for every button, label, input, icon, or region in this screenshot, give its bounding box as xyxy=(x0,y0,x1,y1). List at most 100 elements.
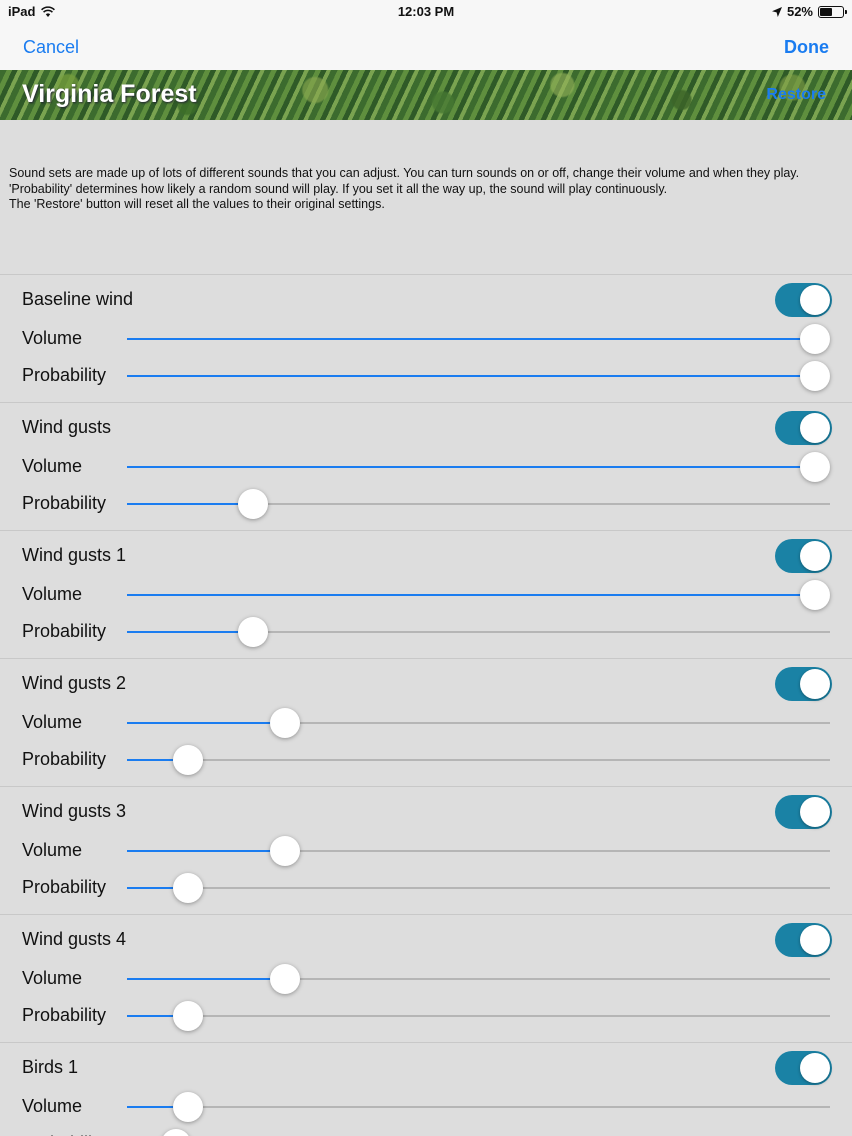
slider-track xyxy=(127,978,830,980)
toggle-knob xyxy=(800,1053,830,1083)
slider-fill xyxy=(127,338,815,340)
sound-name: Wind gusts 1 xyxy=(22,545,127,565)
status-time: 12:03 PM xyxy=(397,4,455,19)
slider-fill xyxy=(127,850,285,852)
location-arrow-icon xyxy=(771,6,782,17)
done-button[interactable]: Done xyxy=(784,37,829,57)
sound-toggle[interactable] xyxy=(775,411,832,445)
sound-item: Wind gusts Volume Probability xyxy=(0,402,852,530)
description-text: Sound sets are made up of lots of differ… xyxy=(9,166,829,213)
slider-thumb[interactable] xyxy=(800,324,830,354)
sound-set-title: Virginia Forest xyxy=(22,80,197,108)
slider-track xyxy=(127,850,830,852)
sound-toggle[interactable] xyxy=(775,667,832,701)
probability-label: Probability xyxy=(22,749,107,769)
slider-fill xyxy=(127,978,285,980)
sound-set-banner: Virginia Forest Restore xyxy=(0,70,852,120)
slider-fill xyxy=(127,503,254,505)
toggle-knob xyxy=(800,413,830,443)
volume-label: Volume xyxy=(22,712,83,732)
slider-track xyxy=(127,503,830,505)
status-right: 52% xyxy=(771,4,847,19)
volume-label: Volume xyxy=(22,456,83,476)
slider-track xyxy=(127,887,830,889)
status-bar: iPad 12:03 PM 52% xyxy=(0,0,852,24)
probability-label: Probability xyxy=(22,1005,107,1025)
sound-toggle[interactable] xyxy=(775,283,832,317)
sound-name: Wind gusts 2 xyxy=(22,673,127,693)
sound-item: Baseline wind Volume Probability xyxy=(0,274,852,402)
description-line: The 'Restore' button will reset all the … xyxy=(9,197,385,211)
toggle-knob xyxy=(800,541,830,571)
volume-slider[interactable] xyxy=(127,1092,830,1122)
description-line: Sound sets are made up of lots of differ… xyxy=(9,166,800,180)
toggle-knob xyxy=(800,797,830,827)
slider-fill xyxy=(127,887,188,889)
slider-thumb[interactable] xyxy=(238,489,269,519)
slider-fill xyxy=(127,1106,188,1108)
toggle-knob xyxy=(800,285,830,315)
slider-fill xyxy=(127,375,815,377)
sound-name: Baseline wind xyxy=(22,289,134,309)
slider-thumb[interactable] xyxy=(172,1092,203,1122)
volume-slider[interactable] xyxy=(127,452,830,482)
sound-name: Wind gusts xyxy=(22,417,112,437)
sound-name: Wind gusts 3 xyxy=(22,801,127,821)
probability-label: Probability xyxy=(22,365,107,385)
sound-item: Wind gusts 2 Volume Probability xyxy=(0,658,852,786)
sound-name: Birds 1 xyxy=(22,1057,79,1077)
volume-slider[interactable] xyxy=(127,580,830,610)
volume-slider[interactable] xyxy=(127,836,830,866)
probability-slider[interactable] xyxy=(127,873,830,903)
slider-fill xyxy=(127,1015,188,1017)
restore-button[interactable]: Restore xyxy=(766,86,826,103)
status-left: iPad xyxy=(8,4,56,19)
slider-thumb[interactable] xyxy=(172,1001,203,1031)
probability-slider[interactable] xyxy=(127,1129,830,1136)
sound-toggle[interactable] xyxy=(775,539,832,573)
slider-thumb[interactable] xyxy=(800,361,830,391)
battery-percent: 52% xyxy=(786,4,813,19)
slider-thumb[interactable] xyxy=(238,617,269,647)
sound-item: Wind gusts 4 Volume Probability xyxy=(0,914,852,1042)
slider-track xyxy=(127,722,830,724)
slider-track xyxy=(127,631,830,633)
description-line: 'Probability' determines how likely a ra… xyxy=(9,181,668,196)
sound-name: Wind gusts 4 xyxy=(22,929,127,949)
slider-thumb[interactable] xyxy=(269,708,300,738)
slider-track xyxy=(127,1015,830,1017)
sound-toggle[interactable] xyxy=(775,1051,832,1085)
cancel-button[interactable]: Cancel xyxy=(23,37,80,57)
slider-thumb[interactable] xyxy=(172,873,203,903)
probability-slider[interactable] xyxy=(127,489,830,519)
sound-toggle[interactable] xyxy=(775,795,832,829)
probability-label: Probability xyxy=(22,621,107,641)
volume-slider[interactable] xyxy=(127,964,830,994)
slider-thumb[interactable] xyxy=(172,745,203,775)
slider-fill xyxy=(127,722,285,724)
probability-label: Probability xyxy=(22,1133,106,1136)
slider-thumb[interactable] xyxy=(160,1129,191,1136)
sound-toggle[interactable] xyxy=(775,923,832,957)
probability-slider[interactable] xyxy=(127,361,830,391)
volume-slider[interactable] xyxy=(127,708,830,738)
slider-fill xyxy=(127,759,188,761)
battery-icon xyxy=(818,5,847,18)
probability-label: Probability xyxy=(22,493,107,513)
volume-label: Volume xyxy=(22,968,83,988)
slider-thumb[interactable] xyxy=(800,580,830,610)
slider-thumb[interactable] xyxy=(269,964,300,994)
volume-label: Volume xyxy=(22,328,83,348)
slider-thumb[interactable] xyxy=(269,836,300,866)
volume-slider[interactable] xyxy=(127,324,830,354)
slider-track xyxy=(127,1106,830,1108)
slider-track xyxy=(127,759,830,761)
probability-slider[interactable] xyxy=(127,745,830,775)
sound-list: Baseline wind Volume Probability Wind gu… xyxy=(0,274,852,1136)
volume-label: Volume xyxy=(22,1096,83,1116)
slider-fill xyxy=(127,466,815,468)
slider-thumb[interactable] xyxy=(800,452,830,482)
device-name: iPad xyxy=(8,4,36,19)
probability-slider[interactable] xyxy=(127,1001,830,1031)
probability-slider[interactable] xyxy=(127,617,830,647)
